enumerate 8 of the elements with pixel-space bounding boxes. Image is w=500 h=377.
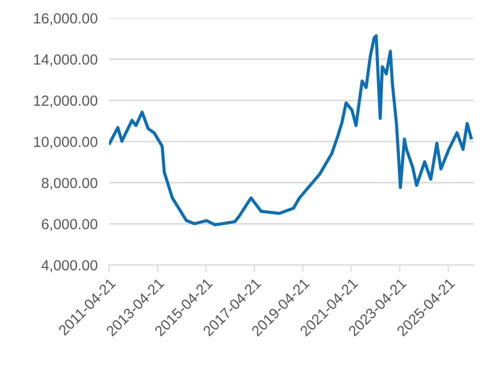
- y-tick-label: 6,000.00: [42, 218, 98, 232]
- y-tick-label: 4,000.00: [41, 260, 98, 272]
- y-tick-label: 14,000.00: [34, 54, 98, 66]
- y-tick-label: 12,000.00: [34, 96, 98, 108]
- y-tick-label: 10,000.00: [34, 136, 98, 149]
- y-tick-label: 16,000.00: [34, 13, 98, 26]
- line-series: [109, 34, 473, 226]
- y-tick-label: 8,000.00: [42, 178, 98, 190]
